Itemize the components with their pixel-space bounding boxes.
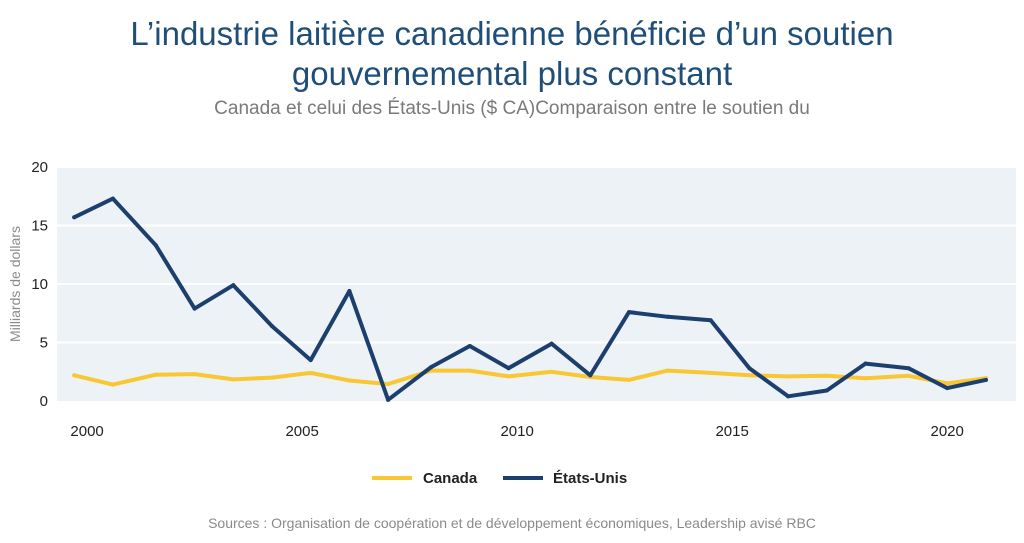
x-tick-label: 2020 [931, 423, 964, 440]
data-point [110, 382, 115, 387]
y-tick-label: 10 [31, 276, 48, 293]
data-point [626, 310, 631, 315]
series-line-0 [72, 368, 988, 387]
x-tick-label: 2010 [500, 423, 533, 440]
data-point [708, 370, 713, 375]
data-point [824, 373, 829, 378]
data-point [429, 365, 434, 370]
y-tick-label: 20 [31, 159, 48, 176]
legend: Canada États-Unis [372, 470, 627, 487]
data-point [506, 366, 511, 371]
y-axis-ticks: 0 5 10 15 20 [31, 159, 48, 410]
data-point [270, 324, 275, 329]
data-point [549, 341, 554, 346]
chart-title-line-1: L’industrie laitière canadienne bénéfici… [130, 15, 894, 52]
x-tick-label: 2015 [715, 423, 748, 440]
data-point [386, 382, 391, 387]
data-point [308, 358, 313, 363]
data-point [747, 366, 752, 371]
data-point [231, 377, 236, 382]
data-point [786, 394, 791, 399]
data-point [231, 283, 236, 288]
data-point [192, 372, 197, 377]
chart-title-line-2: gouvernemental plus constant [291, 55, 733, 92]
data-point [863, 361, 868, 366]
data-point [665, 368, 670, 373]
data-point [786, 374, 791, 379]
chart-subtitle: Canada et celui des États-Unis ($ CA)Com… [214, 98, 810, 119]
data-point [72, 215, 77, 220]
data-point [983, 377, 988, 382]
data-point [110, 196, 115, 201]
data-point [824, 388, 829, 393]
y-tick-label: 0 [40, 393, 48, 410]
y-tick-label: 5 [40, 335, 48, 352]
data-point [906, 366, 911, 371]
data-point [588, 373, 593, 378]
data-point [347, 378, 352, 383]
data-point [945, 386, 950, 391]
data-point [192, 306, 197, 311]
source-note: Sources : Organisation de coopération et… [208, 515, 816, 531]
data-point [906, 373, 911, 378]
data-point [153, 372, 158, 377]
series-line-1 [72, 196, 988, 402]
x-tick-label: 2005 [285, 423, 318, 440]
data-point [467, 368, 472, 373]
data-point [665, 314, 670, 319]
y-tick-label: 15 [31, 218, 48, 235]
data-point [72, 373, 77, 378]
x-axis-ticks: 2000 2005 2010 2015 2020 [70, 423, 963, 440]
x-tick-label: 2000 [70, 423, 103, 440]
series-lines [72, 196, 988, 402]
data-point [347, 289, 352, 294]
data-point [308, 370, 313, 375]
data-point [506, 374, 511, 379]
gridlines [57, 166, 1016, 344]
data-point [153, 243, 158, 248]
data-point [708, 318, 713, 323]
data-point [467, 344, 472, 349]
y-axis-label: Milliards de dollars [7, 226, 23, 342]
data-point [626, 377, 631, 382]
legend-label: États-Unis [553, 470, 627, 487]
data-point [747, 373, 752, 378]
data-point [386, 397, 391, 402]
legend-label: Canada [423, 470, 478, 487]
line-chart: 0 5 10 15 20 2000 2005 2010 2015 2020 Milliards … [7, 159, 1016, 487]
data-point [270, 375, 275, 380]
data-point [863, 376, 868, 381]
chart-title: L’industrie laitière canadienne bénéfici… [0, 14, 1024, 94]
data-point [945, 381, 950, 386]
data-point [549, 369, 554, 374]
